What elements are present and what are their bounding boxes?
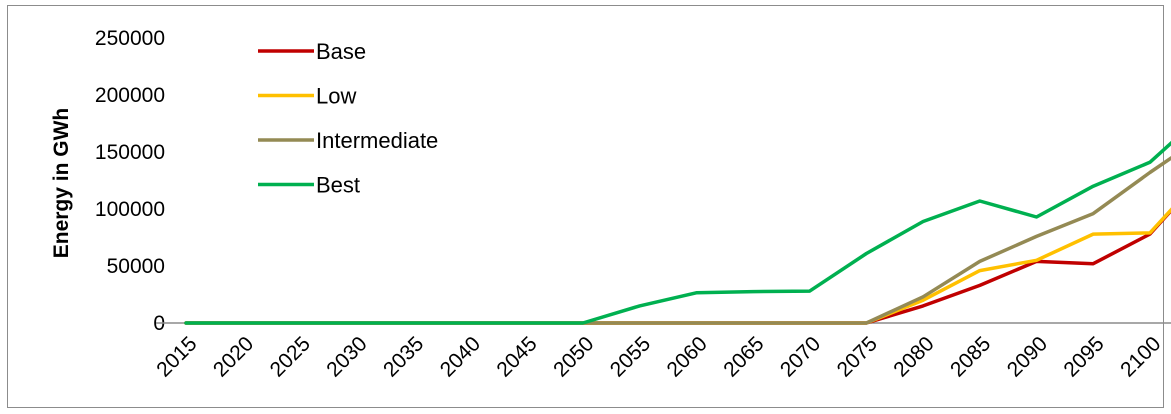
legend: Base Low Intermediate Best — [258, 39, 438, 198]
x-tick-label: 2100 — [1116, 332, 1165, 381]
x-tick-label: 2050 — [549, 332, 598, 381]
x-tick-label: 2080 — [889, 332, 938, 381]
x-tick-label: 2020 — [209, 332, 258, 381]
legend-label-best: Best — [316, 173, 360, 198]
x-tick-label: 2025 — [266, 332, 315, 381]
x-tick-label: 2030 — [322, 332, 371, 381]
legend-label-intermediate: Intermediate — [316, 128, 438, 153]
x-tick-label: 2085 — [946, 332, 995, 381]
x-tick-label: 2075 — [833, 332, 882, 381]
series-lines — [184, 140, 1171, 325]
chart-frame — [7, 5, 1164, 408]
x-tick-label: 2040 — [436, 332, 485, 381]
y-tick-label: 50000 — [107, 255, 165, 278]
x-tick-label: 2090 — [1003, 332, 1052, 381]
x-tick-label: 2065 — [719, 332, 768, 381]
x-tick-label: 2060 — [663, 332, 712, 381]
legend-label-base: Base — [316, 39, 366, 64]
legend-label-low: Low — [316, 84, 356, 109]
y-tick-label: 100000 — [95, 198, 165, 221]
y-tick-label: 250000 — [95, 27, 165, 50]
x-tick-label: 2095 — [1059, 332, 1108, 381]
y-axis-label: Energy in GWh — [50, 108, 73, 259]
x-tick-label: 2035 — [379, 332, 428, 381]
x-tick-label: 2045 — [492, 332, 541, 381]
x-ticks: 2015 2020 2025 2030 2035 2040 2045 2050 2055 2060… — [152, 332, 1165, 381]
y-tick-label: 150000 — [95, 141, 165, 164]
x-tick-label: 2015 — [152, 332, 201, 381]
y-tick-label: 200000 — [95, 84, 165, 107]
x-tick-label: 2070 — [776, 332, 825, 381]
series-line-best — [184, 140, 1171, 325]
x-tick-label: 2055 — [606, 332, 655, 381]
